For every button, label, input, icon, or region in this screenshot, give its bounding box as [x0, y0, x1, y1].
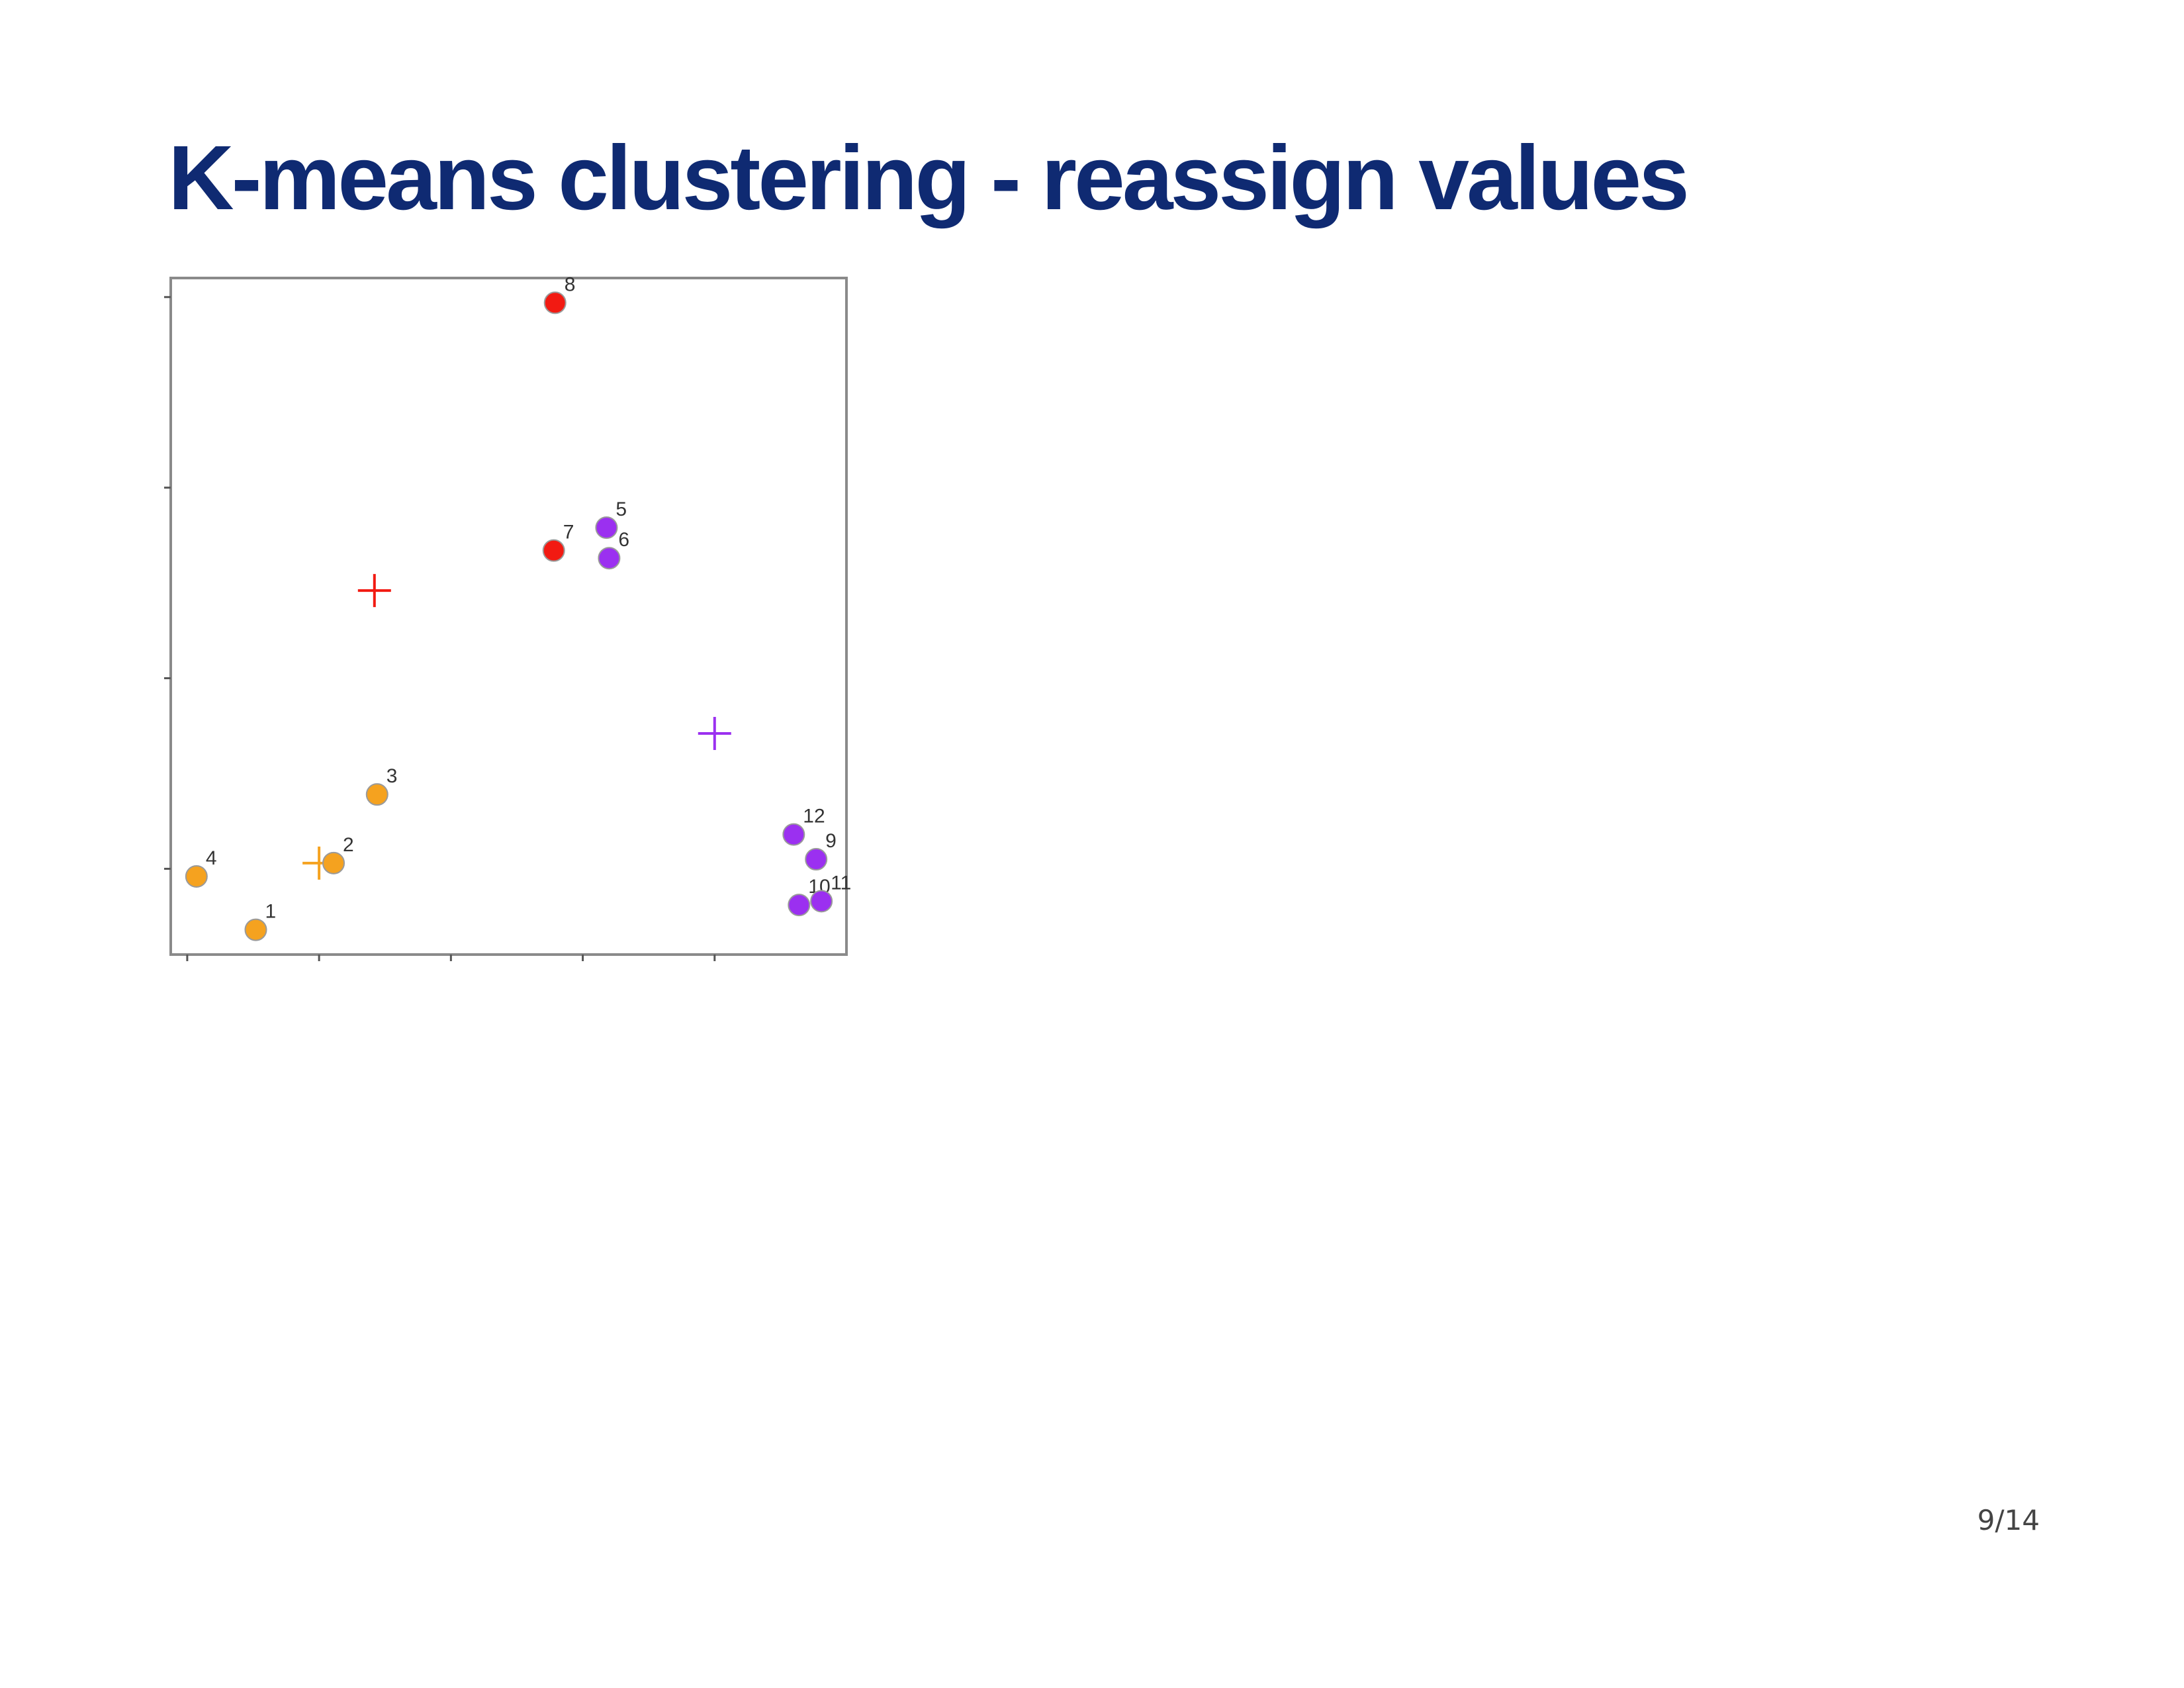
- data-point-6: [598, 547, 621, 570]
- centroid-purple: [698, 717, 731, 751]
- data-point-8: [543, 291, 567, 314]
- data-point-11: [810, 890, 833, 913]
- data-point-12: [782, 823, 805, 846]
- data-point-9: [805, 848, 828, 871]
- data-point-7: [542, 539, 565, 562]
- point-label-3: 3: [387, 765, 398, 787]
- point-label-2: 2: [343, 834, 354, 856]
- data-point-4: [185, 865, 208, 888]
- page-number: 9/14: [1977, 1504, 2040, 1536]
- data-point-10: [788, 894, 811, 917]
- point-label-5: 5: [615, 498, 627, 520]
- data-point-5: [595, 516, 618, 539]
- plot-frame: [169, 277, 848, 956]
- slide-title: K-means clustering - reassign values: [168, 127, 1690, 229]
- point-label-1: 1: [265, 901, 276, 923]
- data-point-2: [322, 851, 345, 874]
- data-point-1: [244, 918, 267, 941]
- point-label-7: 7: [563, 522, 574, 543]
- centroid-red: [357, 574, 391, 608]
- point-label-12: 12: [803, 806, 825, 827]
- point-label-11: 11: [831, 872, 851, 894]
- data-point-3: [365, 783, 388, 806]
- point-label-8: 8: [565, 273, 576, 295]
- point-label-9: 9: [825, 830, 837, 852]
- point-label-6: 6: [618, 529, 629, 551]
- point-label-4: 4: [206, 847, 217, 869]
